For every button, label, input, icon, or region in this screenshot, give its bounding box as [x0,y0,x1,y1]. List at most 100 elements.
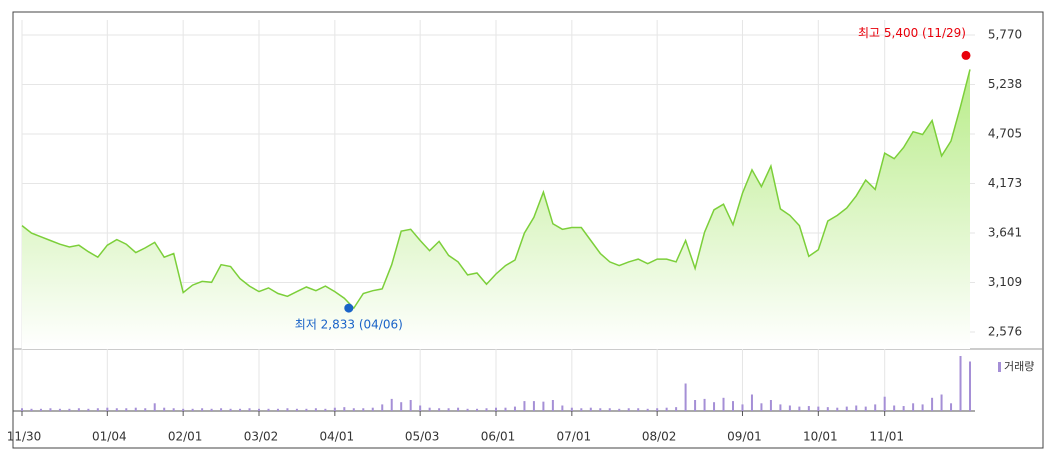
x-tick-label: 08/02 [642,430,677,444]
volume-bar [466,408,469,411]
volume-bar [646,408,649,411]
volume-bar [248,408,251,411]
volume-bar [267,408,270,411]
volume-bar [258,408,260,411]
volume-bar [902,406,905,411]
volume-bar [779,404,782,411]
volume-bar [21,408,23,411]
volume-bar [750,394,753,411]
legend-swatch [998,362,1001,372]
volume-bar [295,408,298,411]
volume-bar [864,406,867,411]
x-tick-label: 10/01 [803,430,838,444]
volume-bar [817,406,820,411]
volume-bar [912,403,915,411]
y-tick-label: 5,238 [988,77,1022,91]
volume-bar [172,408,175,411]
volume-bar [30,408,33,411]
volume-bar [419,405,422,411]
volume-bar [675,407,678,411]
volume-bar [96,408,99,411]
volume-bar [580,408,583,411]
legend-label: 거래량 [1004,360,1034,373]
volume-bar [371,407,374,411]
volume-bar [836,407,839,411]
high-label: 최고 5,400 (11/29) [858,26,966,40]
volume-bar [324,408,327,411]
volume-bar [87,408,90,411]
x-tick-label: 11/01 [869,430,904,444]
x-tick-label: 02/01 [168,430,203,444]
price-line [21,69,971,310]
volume-bar [276,408,279,411]
volume-bar [352,408,355,411]
volume-bar [532,401,535,411]
volume-bar [409,400,412,411]
volume-bar [637,408,640,411]
volume-bar [39,408,42,411]
volume-bar [447,408,450,411]
volume-bar [191,408,194,411]
volume-bar [438,408,441,411]
volume-bar [874,404,877,411]
volume-bar [732,401,734,411]
volume-bar [542,401,545,411]
x-tick-label: 04/01 [320,430,355,444]
volume-bar [627,408,630,411]
y-tick-label: 3,641 [988,225,1022,239]
volume-bar [798,406,801,411]
volume-bar [58,408,61,411]
volume-bar [807,406,810,411]
volume-bar [523,401,526,411]
volume-bar [959,356,962,411]
volume-bar [239,408,242,411]
high-dot [961,50,971,60]
volume-bar [561,405,564,411]
volume-bar [969,361,971,411]
x-tick-label: 11/30 [7,430,42,444]
volume-bar [125,408,128,411]
volume-bar [713,402,716,411]
volume-bar [333,407,336,411]
x-tick-label: 03/02 [244,430,279,444]
volume-bar [163,407,166,411]
volume-bar [769,400,772,411]
volume-bar [760,403,763,411]
volume-bar [229,408,232,411]
volume-bar [950,403,953,411]
volume-bar [457,407,460,411]
volume-bar [826,407,829,411]
volume-bar [722,397,725,411]
x-tick-label: 07/01 [557,430,592,444]
volume-bar [343,407,346,411]
volume-bar [201,408,204,411]
y-tick-label: 5,770 [988,28,1022,42]
volume-bar [618,408,621,411]
volume-bar [845,406,848,411]
volume-bar [115,408,118,411]
volume-bar [144,408,147,411]
volume-bar [883,396,886,411]
volume-bar [551,400,554,411]
volume-bar [314,408,317,411]
x-tick-label: 09/01 [727,430,762,444]
volume-bar [106,407,109,411]
x-tick-label: 05/03 [405,430,440,444]
volume-bar [893,405,896,411]
volume-bar [921,404,924,411]
volume-bar [485,408,488,411]
volume-bar [694,400,697,411]
volume-bar [684,383,687,411]
volume-bar [788,405,791,411]
low-dot [344,303,354,313]
x-tick-label: 06/01 [481,430,516,444]
volume-bar [476,408,479,411]
x-tick-label: 01/04 [92,430,127,444]
volume-bar [570,407,573,411]
volume-bar [49,408,52,411]
volume-bar [495,407,497,411]
volume-bar [665,407,668,411]
volume-bar [656,408,659,411]
y-tick-label: 3,109 [988,275,1022,289]
